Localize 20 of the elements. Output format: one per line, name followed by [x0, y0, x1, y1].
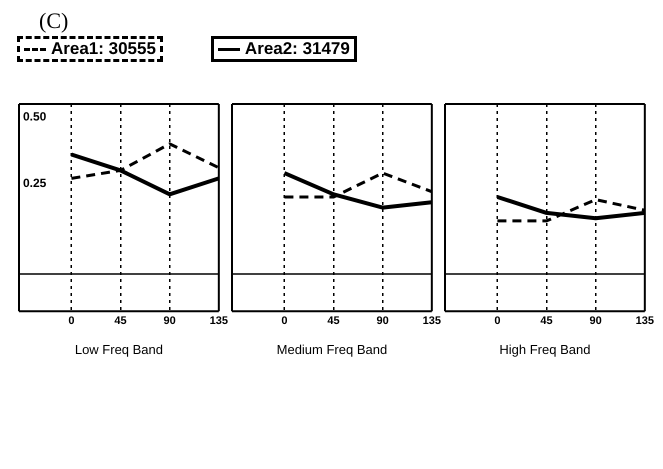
legend-label: Area1: 30555 [51, 39, 156, 59]
x-tick-label: 135 [210, 314, 228, 327]
x-axis-title: Medium Freq Band [276, 342, 388, 357]
x-tick-label: 45 [540, 314, 552, 327]
x-tick-label: 135 [635, 314, 654, 327]
x-tick-label: 90 [164, 314, 176, 327]
x-tick-label: 0 [494, 314, 500, 327]
x-tick-label: 90 [376, 314, 390, 327]
x-tick-label: 90 [589, 314, 602, 327]
y-tick-label: 0.25 [23, 176, 47, 190]
x-tick-label: 0 [68, 314, 74, 327]
x-axis-title: High Freq Band [498, 342, 590, 357]
y-tick-label: 0.50 [23, 110, 47, 124]
x-tick-label: 0 [282, 314, 288, 327]
chart-title: (C) [39, 8, 68, 34]
x-axis-title: Low Freq Band [74, 342, 163, 357]
x-tick-label: 45 [328, 314, 340, 327]
x-tick-label: 45 [114, 314, 127, 327]
x-tick-label: 135 [422, 314, 442, 327]
legend-label: Area2: 31479 [244, 39, 350, 59]
